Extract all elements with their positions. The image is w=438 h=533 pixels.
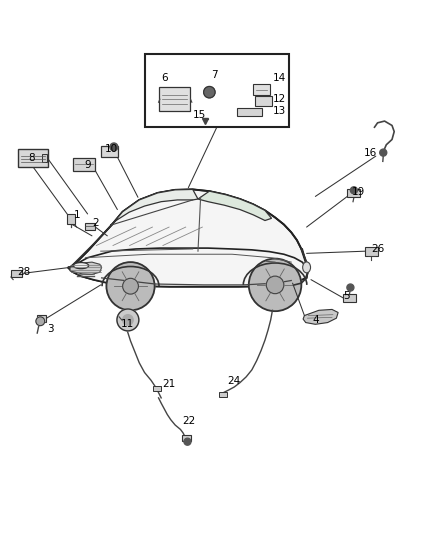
Bar [343, 294, 356, 302]
Text: 11: 11 [120, 319, 134, 329]
Text: 14: 14 [273, 73, 286, 83]
Bar [237, 108, 262, 116]
Bar [153, 386, 161, 391]
Text: 12: 12 [273, 94, 286, 104]
Circle shape [347, 284, 354, 291]
Text: 8: 8 [28, 153, 35, 163]
Text: 13: 13 [273, 106, 286, 116]
Text: 10: 10 [105, 144, 118, 154]
Bar [37, 314, 46, 322]
Circle shape [266, 276, 284, 294]
Polygon shape [70, 262, 102, 274]
Circle shape [123, 314, 133, 325]
Circle shape [106, 262, 155, 310]
Circle shape [380, 149, 387, 156]
Text: 22: 22 [183, 416, 196, 426]
Text: 24: 24 [228, 376, 241, 386]
Text: 3: 3 [47, 324, 54, 334]
Text: 26: 26 [371, 244, 384, 254]
Text: 21: 21 [162, 379, 175, 389]
Bar [255, 96, 272, 106]
Bar [182, 435, 191, 441]
Circle shape [350, 187, 357, 194]
Bar [365, 247, 378, 255]
Text: 9: 9 [84, 160, 91, 170]
Text: 5: 5 [343, 291, 350, 301]
Polygon shape [68, 248, 307, 287]
Ellipse shape [303, 262, 311, 273]
Polygon shape [198, 191, 272, 221]
Polygon shape [110, 189, 198, 225]
Bar [101, 146, 118, 157]
Text: 19: 19 [352, 187, 365, 197]
Bar [73, 158, 95, 172]
Bar [11, 270, 22, 277]
Bar [253, 84, 270, 95]
Text: 1: 1 [73, 210, 80, 220]
Text: 4: 4 [312, 315, 319, 325]
Bar [67, 214, 75, 224]
Polygon shape [303, 310, 338, 324]
Polygon shape [68, 189, 307, 287]
Bar [18, 149, 48, 167]
Text: 2: 2 [92, 217, 99, 228]
Bar [145, 54, 289, 127]
Circle shape [204, 86, 215, 98]
Circle shape [123, 278, 138, 294]
Ellipse shape [73, 263, 88, 269]
Text: 16: 16 [364, 148, 377, 158]
Text: 28: 28 [18, 266, 31, 277]
Text: 6: 6 [161, 73, 168, 83]
Bar [85, 223, 95, 230]
Circle shape [110, 143, 118, 151]
Circle shape [36, 317, 45, 326]
Bar [219, 392, 227, 397]
Circle shape [117, 309, 139, 331]
Circle shape [184, 438, 191, 445]
Text: 7: 7 [211, 70, 218, 79]
Circle shape [249, 259, 301, 311]
Bar [159, 87, 190, 111]
Text: 15: 15 [193, 110, 206, 120]
Bar [42, 154, 47, 162]
Bar [347, 189, 360, 197]
